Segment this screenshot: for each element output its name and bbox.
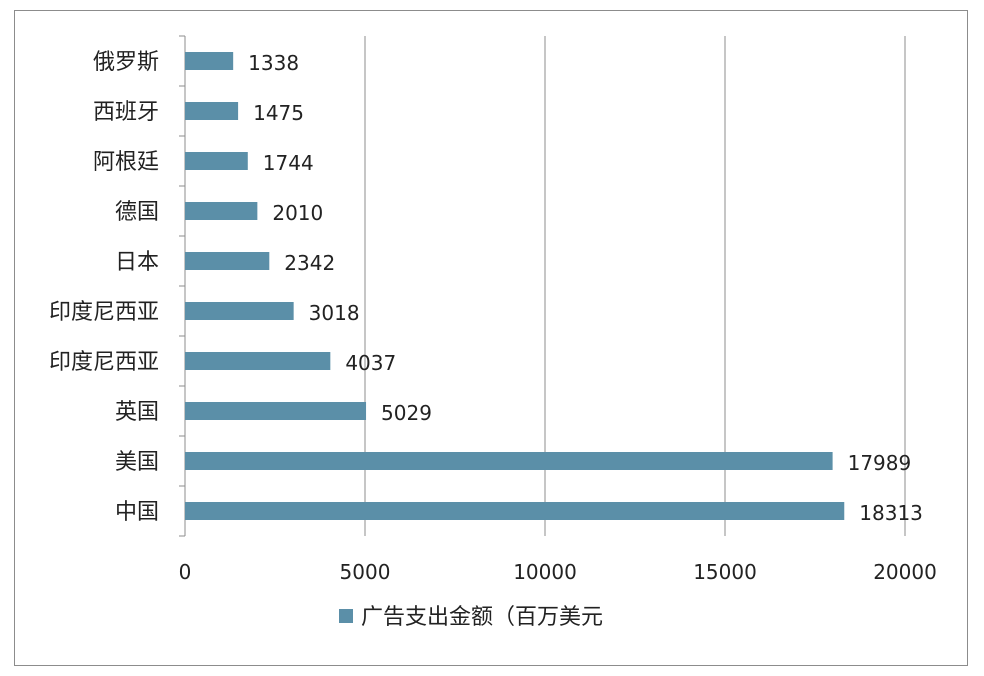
bar-7 xyxy=(185,402,367,420)
x-tick-label-5000: 5000 xyxy=(340,560,391,584)
legend-swatch xyxy=(339,609,353,623)
value-label-5: 3018 xyxy=(309,301,360,325)
category-label-9: 中国 xyxy=(115,500,159,525)
category-label-5: 印度尼西亚 xyxy=(49,300,159,325)
value-label-1: 1475 xyxy=(253,101,304,125)
chart-frame xyxy=(14,10,968,666)
value-label-2: 1744 xyxy=(263,151,314,175)
value-label-7: 5029 xyxy=(381,401,432,425)
value-label-8: 17989 xyxy=(848,451,912,475)
bar-8 xyxy=(185,452,833,470)
bar-9 xyxy=(185,502,845,520)
x-tick-label-15000: 15000 xyxy=(693,560,757,584)
value-label-0: 1338 xyxy=(248,51,299,75)
value-label-6: 4037 xyxy=(345,351,396,375)
category-label-3: 德国 xyxy=(115,200,159,225)
bar-3 xyxy=(185,202,258,220)
legend-label: 广告支出金额（百万美元 xyxy=(361,605,603,630)
x-tick-label-20000: 20000 xyxy=(873,560,937,584)
bar-2 xyxy=(185,152,248,170)
value-label-3: 2010 xyxy=(272,201,323,225)
x-tick-label-10000: 10000 xyxy=(513,560,577,584)
bar-4 xyxy=(185,252,270,270)
bar-6 xyxy=(185,352,331,370)
category-label-0: 俄罗斯 xyxy=(93,50,159,75)
category-label-2: 阿根廷 xyxy=(93,150,159,175)
value-label-4: 2342 xyxy=(284,251,335,275)
bar-0 xyxy=(185,52,234,70)
bar-1 xyxy=(185,102,239,120)
bar-5 xyxy=(185,302,294,320)
category-label-1: 西班牙 xyxy=(93,100,159,125)
category-label-7: 英国 xyxy=(115,400,159,425)
x-tick-label-0: 0 xyxy=(179,560,192,584)
value-label-9: 18313 xyxy=(859,501,923,525)
category-label-6: 印度尼西亚 xyxy=(49,350,159,375)
category-label-8: 美国 xyxy=(115,450,159,475)
category-label-4: 日本 xyxy=(115,250,159,275)
